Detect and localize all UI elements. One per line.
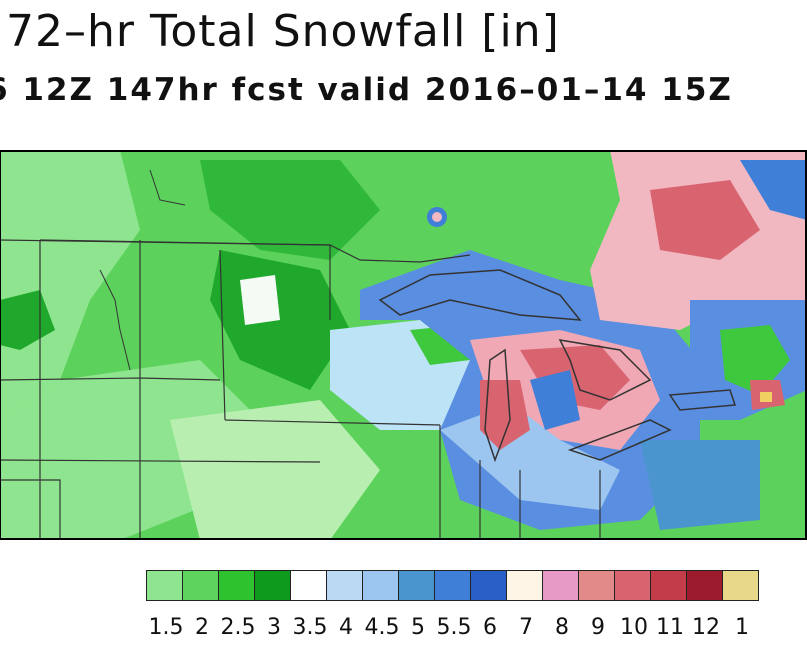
map-title: 72–hr Total Snowfall [in] — [6, 6, 560, 57]
lake-erie — [567, 419, 672, 461]
legend-swatch — [650, 570, 687, 601]
legend-swatch — [470, 570, 507, 601]
white-patch-north-dakota — [240, 275, 280, 325]
legend-swatch — [326, 570, 363, 601]
coastline-bay — [149, 169, 186, 206]
legend-label: 11 — [656, 615, 684, 640]
legend-labels: 1.5 2 2.5 3 3.5 4 4.5 5 5.5 6 7 8 9 10 11 12 1 — [146, 612, 807, 644]
map-frame — [0, 150, 807, 540]
legend-label: 4 — [339, 615, 353, 640]
legend-label: 2 — [195, 615, 209, 640]
legend-swatch — [506, 570, 543, 601]
canada-border — [0, 239, 471, 263]
legend-swatch — [290, 570, 327, 601]
blue-south-east — [640, 440, 760, 530]
legend-label: 3.5 — [292, 615, 328, 640]
lake-huron — [558, 339, 652, 401]
lake-superior — [378, 269, 582, 321]
legend-swatch — [362, 570, 399, 601]
legend-swatches — [146, 570, 759, 601]
green-patch-east — [720, 325, 790, 395]
map-subtitle: 6 12Z 147hr fcst valid 2016–01–14 15Z — [0, 72, 733, 108]
legend-label: 5.5 — [436, 615, 472, 640]
legend-swatch — [578, 570, 615, 601]
red-core-ontario — [650, 180, 760, 260]
legend-label: 5 — [411, 615, 425, 640]
legend-label: 2.5 — [220, 615, 256, 640]
legend-swatch — [686, 570, 723, 601]
lake-michigan — [484, 348, 511, 463]
pale-green-plains — [170, 400, 380, 540]
legend-label: 1 — [735, 615, 749, 640]
legend-label: 6 — [483, 615, 497, 640]
legend-label: 3 — [267, 615, 281, 640]
legend-label: 10 — [620, 615, 648, 640]
legend-label: 1.5 — [148, 615, 184, 640]
legend-swatch — [398, 570, 435, 601]
legend-swatch — [254, 570, 291, 601]
legend-swatch — [218, 570, 255, 601]
legend-swatch — [614, 570, 651, 601]
dark-green-band-north — [200, 160, 380, 260]
snowfall-map — [0, 150, 807, 540]
legend-label: 4.5 — [364, 615, 400, 640]
legend-swatch — [722, 570, 759, 601]
legend-swatch — [182, 570, 219, 601]
lake-ontario — [668, 389, 737, 411]
legend-label: 8 — [555, 615, 569, 640]
blue-center-michigan — [530, 370, 580, 430]
blue-edge-northeast — [740, 160, 807, 220]
legend-label: 7 — [519, 615, 533, 640]
legend-swatch — [146, 570, 183, 601]
storm-marker-inner — [432, 212, 442, 222]
light-green-region-west — [0, 150, 140, 420]
red-core-lower-michigan — [480, 380, 530, 450]
river-line — [99, 269, 131, 371]
yellow-spot-east — [760, 392, 772, 402]
legend-label: 9 — [591, 615, 605, 640]
legend-label: 12 — [692, 615, 720, 640]
dark-green-spot-west — [0, 290, 55, 350]
legend-swatch — [542, 570, 579, 601]
legend-swatch — [434, 570, 471, 601]
